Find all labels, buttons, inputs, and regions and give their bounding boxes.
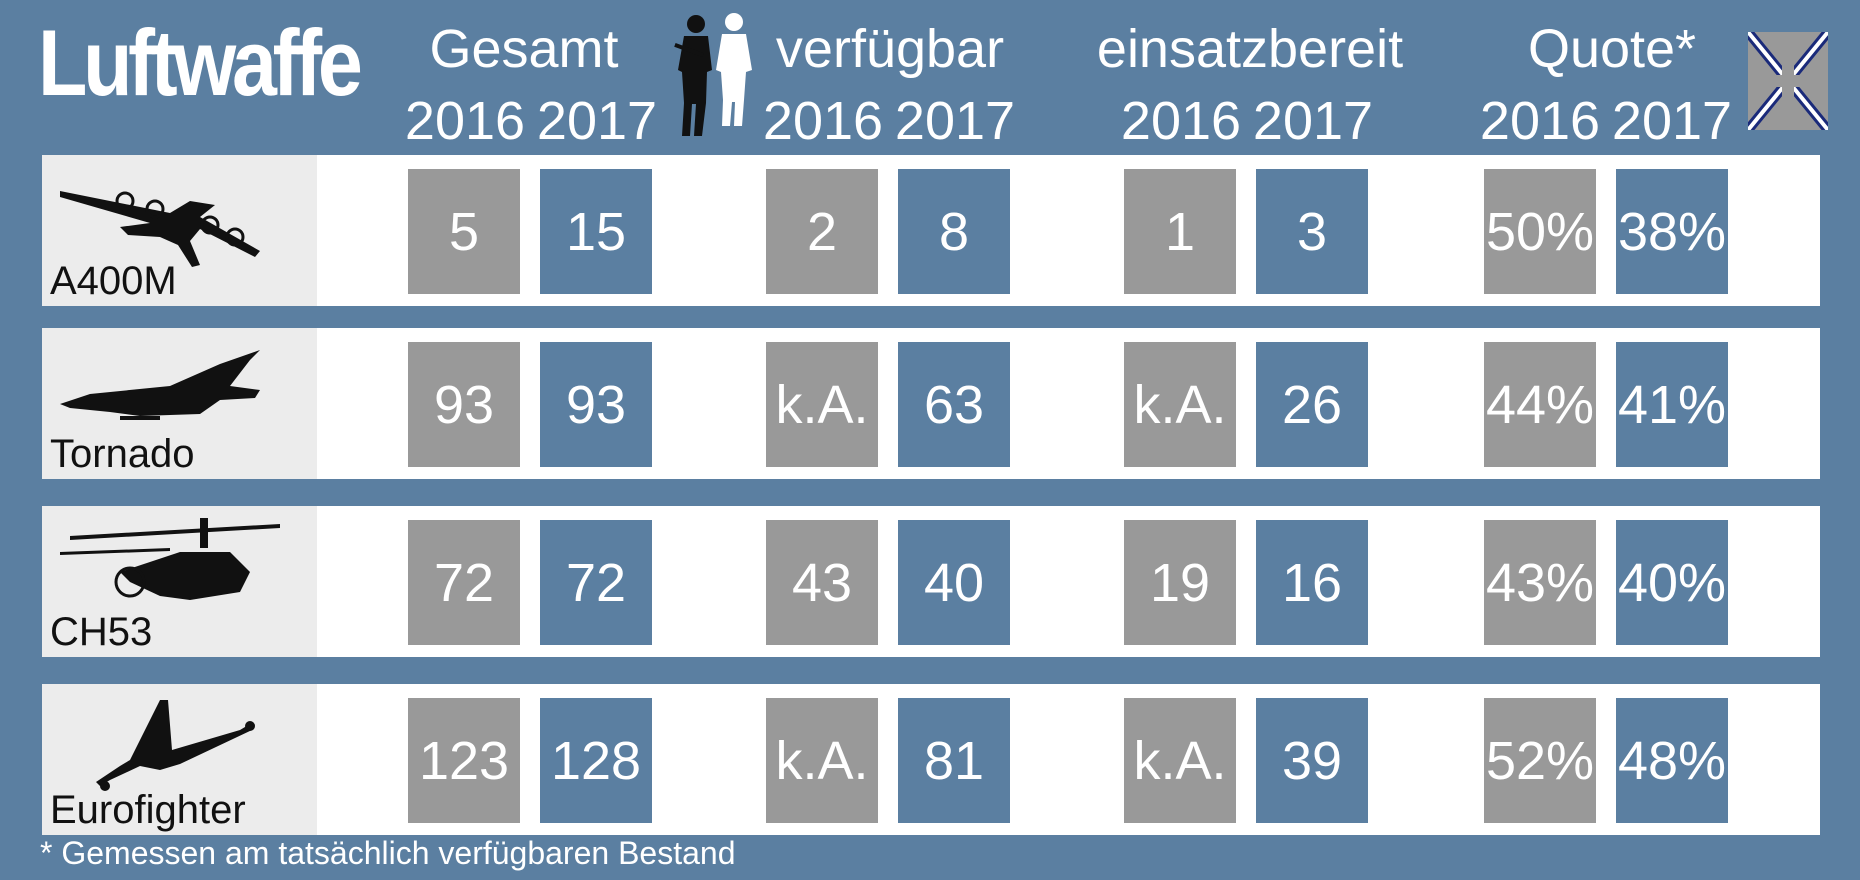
year-header: 2017: [894, 91, 1016, 151]
a400m-aircraft-icon: [60, 191, 260, 267]
table-row: A400M 5 15 2 8 1 3 50% 38%: [42, 155, 1820, 306]
value-cell: 39: [1256, 698, 1368, 823]
value-cell: 44%: [1484, 342, 1596, 467]
footnote: * Gemessen am tatsächlich verfügbaren Be…: [40, 835, 736, 871]
ch53-helicopter-icon: [60, 518, 280, 600]
row-label: A400M: [42, 155, 317, 306]
year-header: 2016: [1120, 91, 1242, 151]
eurofighter-jet-icon: [96, 700, 255, 791]
year-header: 2017: [536, 91, 658, 151]
tornado-jet-icon: [60, 350, 260, 420]
year-header: 2016: [1479, 91, 1601, 151]
value-cell: 2: [766, 169, 878, 294]
value-cell: 40: [898, 520, 1010, 645]
value-cell: k.A.: [1124, 342, 1236, 467]
value-cell: 16: [1256, 520, 1368, 645]
year-header: 2017: [1611, 91, 1733, 151]
row-label: CH53: [42, 506, 317, 657]
row-name: Eurofighter: [50, 788, 246, 832]
table-row: CH53 72 72 43 40 19 16 43% 40%: [42, 506, 1820, 657]
row-name: A400M: [50, 259, 177, 303]
value-cell: 41%: [1616, 342, 1728, 467]
value-cell: 93: [408, 342, 520, 467]
value-cell: 8: [898, 169, 1010, 294]
value-cell: 38%: [1616, 169, 1728, 294]
group-header-quote: Quote*: [1527, 19, 1697, 79]
value-cell: k.A.: [766, 342, 878, 467]
value-cell: 3: [1256, 169, 1368, 294]
soldiers-icon: [674, 13, 752, 136]
page-title: Luftwaffe: [38, 10, 363, 115]
row-label: Eurofighter: [42, 684, 317, 835]
value-cell: 43%: [1484, 520, 1596, 645]
group-header-gesamt: Gesamt: [429, 19, 619, 79]
value-cell: 93: [540, 342, 652, 467]
year-header: 2016: [762, 91, 884, 151]
value-cell: 72: [408, 520, 520, 645]
value-cell: k.A.: [1124, 698, 1236, 823]
value-cell: 123: [408, 698, 520, 823]
value-cell: 40%: [1616, 520, 1728, 645]
table-row: Tornado 93 93 k.A. 63 k.A. 26 44% 41%: [42, 328, 1820, 479]
value-cell: 72: [540, 520, 652, 645]
value-cell: 63: [898, 342, 1010, 467]
value-cell: 48%: [1616, 698, 1728, 823]
year-header: 2016: [404, 91, 526, 151]
value-cell: 81: [898, 698, 1010, 823]
group-header-einsatzbereit: einsatzbereit: [1096, 19, 1404, 79]
value-cell: 19: [1124, 520, 1236, 645]
value-cell: 15: [540, 169, 652, 294]
bundeswehr-cross-icon: [1748, 32, 1828, 130]
value-cell: 128: [540, 698, 652, 823]
year-header: 2017: [1252, 91, 1374, 151]
value-cell: 5: [408, 169, 520, 294]
value-cell: k.A.: [766, 698, 878, 823]
row-label: Tornado: [42, 328, 317, 479]
group-header-verfuegbar: verfügbar: [775, 19, 1005, 79]
value-cell: 52%: [1484, 698, 1596, 823]
value-cell: 1: [1124, 169, 1236, 294]
value-cell: 43: [766, 520, 878, 645]
row-name: Tornado: [50, 432, 195, 476]
value-cell: 26: [1256, 342, 1368, 467]
value-cell: 50%: [1484, 169, 1596, 294]
row-name: CH53: [50, 610, 153, 654]
table-row: Eurofighter 123 128 k.A. 81 k.A. 39 52% 48%: [42, 684, 1820, 835]
